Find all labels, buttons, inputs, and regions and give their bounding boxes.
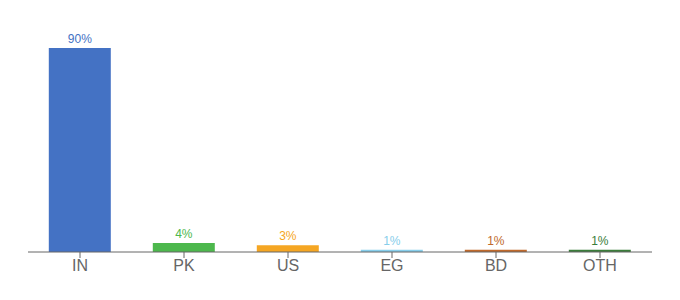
svg-text:US: US [277,257,299,274]
svg-text:OTH: OTH [583,257,617,274]
svg-text:1%: 1% [487,234,505,248]
svg-text:4%: 4% [175,227,193,241]
svg-text:90%: 90% [68,32,92,46]
svg-text:1%: 1% [591,234,609,248]
svg-text:3%: 3% [279,229,297,243]
svg-text:1%: 1% [383,234,401,248]
svg-text:EG: EG [380,257,403,274]
svg-text:BD: BD [485,257,507,274]
svg-text:PK: PK [173,257,195,274]
svg-text:IN: IN [72,257,88,274]
